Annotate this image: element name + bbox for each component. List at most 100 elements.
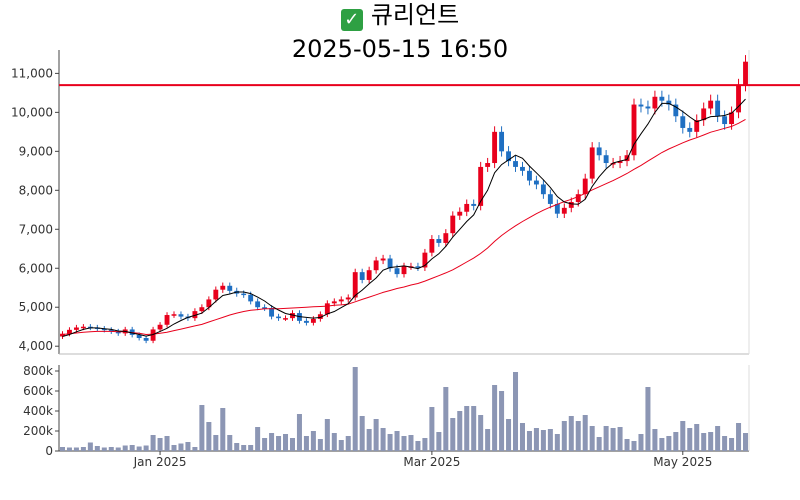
candle-body xyxy=(492,131,498,164)
candle-body xyxy=(415,266,421,268)
volume-bar xyxy=(722,436,728,451)
candle-body xyxy=(638,104,644,107)
volume-y-tick-label: 600k xyxy=(23,384,53,398)
volume-bar xyxy=(345,436,351,451)
candle-body xyxy=(506,151,511,162)
candle-body xyxy=(422,252,428,268)
volume-panel: 0 200k 400k 600k 800k Jan 2025 Mar 2025 May 202… xyxy=(23,364,750,469)
volume-bar xyxy=(443,387,449,451)
volume-bar xyxy=(617,427,623,451)
candle-body xyxy=(373,260,379,271)
volume-bar xyxy=(234,443,240,451)
volume-bar xyxy=(436,432,442,451)
volume-bar xyxy=(631,441,637,451)
volume-bar xyxy=(122,445,128,451)
volume-bar xyxy=(283,434,289,451)
candle-body xyxy=(450,215,456,234)
volume-bar xyxy=(415,441,421,451)
candle-body xyxy=(269,308,275,317)
candle-body xyxy=(527,170,532,181)
volume-bar xyxy=(359,416,365,451)
volume-bar xyxy=(708,432,714,451)
candle-body xyxy=(715,100,721,117)
candle-body xyxy=(227,285,233,291)
price-y-tick-label: 11,000 xyxy=(11,66,53,80)
candle-body xyxy=(310,318,316,323)
volume-bar xyxy=(478,415,484,451)
volume-bar xyxy=(101,447,107,451)
candle-body xyxy=(520,166,525,171)
candle-body xyxy=(108,329,114,332)
candle-body xyxy=(743,61,748,86)
candle-body xyxy=(303,320,309,323)
volume-y-tick-label: 0 xyxy=(45,444,53,458)
volume-bar xyxy=(150,435,156,451)
volume-bar xyxy=(129,445,135,451)
volume-y-tick-label: 200k xyxy=(23,424,53,438)
candle-body xyxy=(206,299,212,308)
candle-body xyxy=(115,331,121,334)
candle-body xyxy=(73,327,79,330)
candle-body xyxy=(276,316,281,319)
candle-body xyxy=(164,315,170,325)
candle-body xyxy=(666,100,672,105)
chart-datetime: 2025-05-15 16:50 xyxy=(291,35,509,63)
candle-body xyxy=(694,120,700,132)
volume-bar xyxy=(659,438,665,451)
volume-bar xyxy=(701,433,707,451)
volume-bar xyxy=(673,432,679,451)
volume-bar xyxy=(143,445,149,451)
candle-body xyxy=(575,194,581,202)
volume-bar xyxy=(422,438,428,451)
candle-body xyxy=(464,203,470,212)
volume-bar xyxy=(457,411,463,451)
volume-bar xyxy=(248,445,254,451)
volume-bar xyxy=(220,408,226,451)
volume-bar xyxy=(80,447,86,451)
volume-bar xyxy=(303,436,309,451)
candle-body xyxy=(596,147,602,156)
volume-y-tick-label: 800k xyxy=(23,364,53,378)
price-y-tick-label: 9,000 xyxy=(19,144,53,158)
volume-bar xyxy=(115,447,121,451)
volume-bar xyxy=(338,440,344,451)
candle-body xyxy=(262,307,268,309)
candle-body xyxy=(220,285,226,290)
volume-bar xyxy=(506,419,512,451)
candle-body xyxy=(366,270,372,280)
volume-bar xyxy=(729,438,735,451)
volume-bar xyxy=(401,436,407,451)
volume-bar xyxy=(561,421,567,451)
candle-body xyxy=(436,239,442,243)
volume-bar xyxy=(554,434,560,451)
candle-body xyxy=(199,307,205,312)
candle-body xyxy=(582,178,588,195)
candle-body xyxy=(603,155,609,164)
candle-body xyxy=(401,266,407,275)
moving-average-short-line xyxy=(62,98,746,337)
volume-bar xyxy=(185,442,191,451)
volume-bar xyxy=(87,442,93,451)
price-y-tick-label: 7,000 xyxy=(19,222,53,236)
candle-body xyxy=(255,301,261,308)
volume-bar xyxy=(380,428,386,451)
chart-title: ✓ 큐리언트 xyxy=(0,0,800,31)
volume-bar xyxy=(652,429,658,451)
candle-body xyxy=(67,329,72,334)
candle-body xyxy=(645,106,651,109)
candle-body xyxy=(380,258,386,261)
candle-body xyxy=(471,203,477,206)
volume-bar xyxy=(199,405,205,451)
volume-bar xyxy=(603,426,609,451)
volume-bar xyxy=(394,431,400,451)
volume-bar xyxy=(255,427,261,451)
volume-bar xyxy=(108,447,114,451)
candle-body xyxy=(708,100,714,109)
volume-bar xyxy=(471,406,477,451)
volume-bar xyxy=(450,418,456,451)
candle-body xyxy=(729,112,735,125)
price-y-tick-label: 10,000 xyxy=(11,105,53,119)
volume-bar xyxy=(310,431,316,451)
candle-body xyxy=(513,161,518,167)
volume-bar xyxy=(547,429,553,451)
